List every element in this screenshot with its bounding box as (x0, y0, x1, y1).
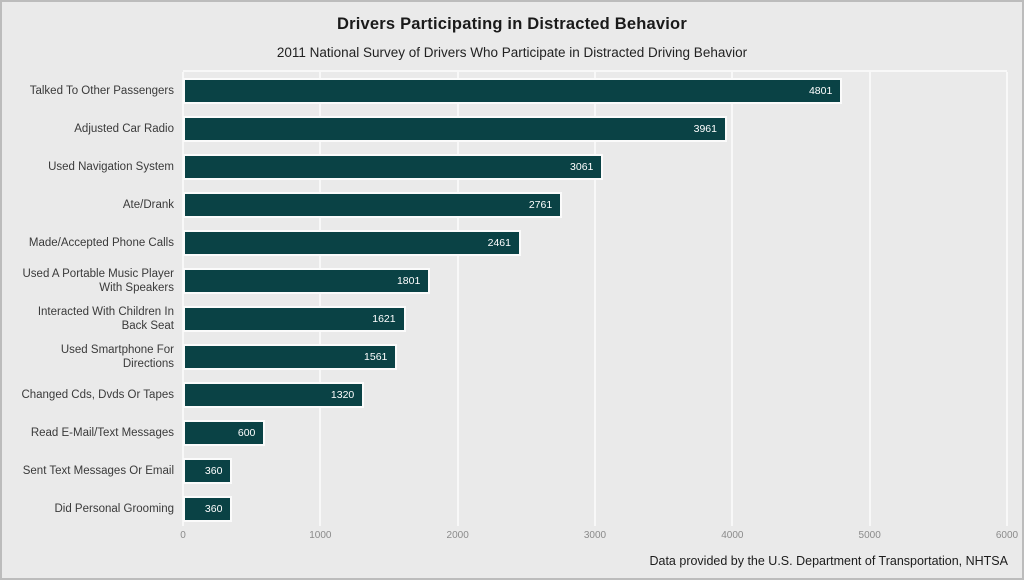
bar-row: Changed Cds, Dvds Or Tapes 1320 (12, 382, 1007, 408)
bar-value-label: 2461 (487, 237, 511, 249)
category-label: Made/Accepted Phone Calls (28, 237, 174, 249)
bar-track: 1320 (183, 382, 1007, 408)
category-label: Used Smartphone For Directions (60, 344, 174, 370)
bar-row: Used Smartphone For Directions 1561 (12, 344, 1007, 370)
bar: 4801 (183, 78, 843, 104)
bar-row: Used A Portable Music Player With Speake… (12, 268, 1007, 294)
bar-row: Made/Accepted Phone Calls 2461 (12, 230, 1007, 256)
bar-track: 360 (183, 458, 1007, 484)
bar: 2761 (183, 192, 563, 218)
category-label: Talked To Other Passengers (29, 85, 174, 97)
bar-row: Read E-Mail/Text Messages 600 (12, 420, 1007, 446)
bar-value-label: 360 (204, 503, 223, 515)
bar-track: 2761 (183, 192, 1007, 218)
bar-track: 3061 (183, 154, 1007, 180)
bar-row: Talked To Other Passengers 4801 (12, 78, 1007, 104)
category-label: Did Personal Grooming (54, 503, 174, 515)
category-label: Read E-Mail/Text Messages (30, 427, 174, 439)
category-label: Adjusted Car Radio (74, 123, 174, 135)
data-source-note: Data provided by the U.S. Department of … (649, 554, 1008, 568)
bar-value-label: 600 (237, 427, 256, 439)
x-tick-label: 5000 (858, 530, 881, 541)
category-label: Used A Portable Music Player With Speake… (22, 268, 175, 294)
x-tick-label: 4000 (721, 530, 744, 541)
bar-value-label: 1801 (396, 275, 421, 287)
bar-track: 4801 (183, 78, 1007, 104)
bar-row: Adjusted Car Radio 3961 (12, 116, 1007, 142)
bar-value-label: 4801 (808, 85, 833, 97)
bar: 1801 (183, 268, 431, 294)
bar-row: Sent Text Messages Or Email 360 (12, 458, 1007, 484)
x-tick-label: 1000 (309, 530, 332, 541)
bar-value-label: 360 (204, 465, 223, 477)
bar: 1320 (183, 382, 365, 408)
bar-track: 1621 (183, 306, 1007, 332)
bar-value-label: 2761 (528, 199, 553, 211)
bar: 3061 (183, 154, 604, 180)
bar-row: Did Personal Grooming 360 (12, 496, 1007, 522)
x-tick-label: 6000 (995, 530, 1019, 541)
bar-track: 600 (183, 420, 1007, 446)
gridline (182, 72, 184, 526)
bar-value-label: 1621 (372, 313, 396, 325)
bar-value-label: 3961 (693, 123, 717, 135)
bar-row: Interacted With Children In Back Seat 162… (12, 306, 1007, 332)
bar-row: Ate/Drank 2761 (12, 192, 1007, 218)
gridline (319, 72, 322, 526)
gridline (594, 72, 596, 526)
bar-track: 1561 (183, 344, 1007, 370)
category-label: Ate/Drank (122, 199, 174, 211)
bar: 600 (183, 420, 266, 446)
category-label: Changed Cds, Dvds Or Tapes (21, 389, 174, 401)
bar-rows: Talked To Other Passengers 4801 Adjusted C… (12, 70, 1007, 526)
bar: 1621 (183, 306, 406, 332)
plot-area (182, 70, 1008, 526)
chart-subtitle: 2011 National Survey of Drivers Who Part… (276, 45, 748, 60)
bar-row: Used Navigation System 3061 (12, 154, 1007, 180)
bar: 3961 (183, 116, 727, 142)
x-tick-label: 0 (180, 530, 186, 541)
gridline (868, 72, 871, 526)
x-axis-tick-labels: 0 1000 2000 3000 4000 5000 6000 (180, 530, 1018, 544)
bar: 1561 (183, 344, 398, 370)
bar-track: 2461 (183, 230, 1007, 256)
category-label: Interacted With Children In Back Seat (37, 306, 174, 332)
x-tick-label: 3000 (583, 530, 607, 541)
bar-track: 3961 (183, 116, 1007, 142)
gridline (1006, 72, 1008, 526)
bar-track: 1801 (183, 268, 1007, 294)
bar: 2461 (183, 230, 521, 256)
category-label: Sent Text Messages Or Email (22, 465, 174, 477)
category-label: Used Navigation System (48, 161, 174, 173)
bar-track: 360 (183, 496, 1007, 522)
bar-value-label: 3061 (570, 161, 594, 173)
x-tick-label: 2000 (446, 530, 469, 541)
chart-title: Drivers Participating in Distracted Beha… (337, 15, 687, 33)
bar-value-label: 1320 (330, 389, 355, 401)
gridline (731, 72, 734, 526)
bar-value-label: 1561 (364, 351, 388, 363)
bar: 360 (183, 458, 233, 484)
gridline (456, 72, 459, 526)
bar: 360 (183, 496, 233, 522)
